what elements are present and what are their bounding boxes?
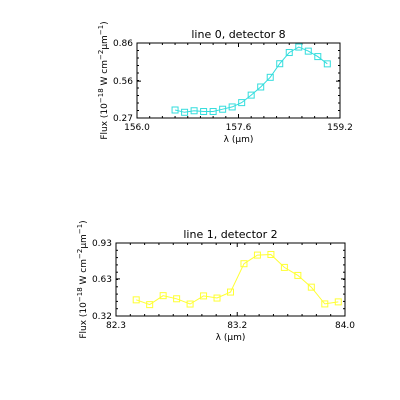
data-point xyxy=(173,295,181,303)
y-label-part: Flux (10 xyxy=(79,302,89,339)
y-label-superscript: −18 xyxy=(97,88,105,103)
data-point xyxy=(267,250,275,258)
y-label-superscript: −2 xyxy=(97,50,105,60)
x-axis-label: λ (μm) xyxy=(216,333,246,343)
x-tick-label: 159.2 xyxy=(327,123,353,133)
y-tick-label: 0.27 xyxy=(113,114,133,124)
data-point xyxy=(186,300,194,308)
data-point xyxy=(209,108,217,116)
x-tick-label: 157.6 xyxy=(226,123,252,133)
data-point xyxy=(334,298,342,306)
data-point xyxy=(213,294,221,302)
data-point xyxy=(253,251,261,259)
data-point xyxy=(219,105,227,113)
y-label-part: W cm xyxy=(100,60,110,88)
y-label-part: Flux (10 xyxy=(100,103,110,140)
y-label-superscript: −2 xyxy=(76,249,84,259)
data-point xyxy=(266,73,274,81)
chart-panel-0: line 0, detector 8 156.0 157.6 159.2 0.27 0.5… xyxy=(97,21,353,145)
data-point xyxy=(257,83,265,91)
x-tick-label: 84.0 xyxy=(335,321,355,331)
y-tick-label: 0.56 xyxy=(113,77,133,87)
y-label-superscript: −1 xyxy=(97,25,105,35)
data-point xyxy=(247,91,255,99)
data-point xyxy=(132,296,140,304)
x-tick-label: 82.3 xyxy=(106,321,126,331)
data-point xyxy=(285,49,293,57)
y-axis-label: Flux (10−18 W cm−2μm−1) xyxy=(76,220,89,338)
data-point xyxy=(323,60,331,68)
y-label-part: ) xyxy=(100,21,110,25)
data-point xyxy=(321,300,329,308)
data-point xyxy=(181,108,189,116)
data-point xyxy=(314,53,322,61)
y-label-superscript: −18 xyxy=(76,287,84,302)
data-point xyxy=(227,288,234,296)
y-label-part: μm xyxy=(79,234,89,249)
data-point xyxy=(295,43,303,51)
chart-panel-1: line 1, detector 2 82.3 83.2 84.0 0.32 0.63 0.… xyxy=(76,220,355,343)
data-point xyxy=(190,107,198,115)
chart-title: line 1, detector 2 xyxy=(183,228,277,241)
y-label-part: μm xyxy=(100,35,110,50)
data-point xyxy=(240,260,248,268)
y-axis-label: Flux (10−18 W cm−2μm−1) xyxy=(97,21,110,139)
data-point xyxy=(280,263,288,271)
y-label-part: ) xyxy=(79,220,89,224)
data-point xyxy=(200,292,208,300)
data-point xyxy=(159,292,167,300)
data-point xyxy=(238,99,246,107)
data-point xyxy=(294,271,302,279)
series-line xyxy=(136,253,339,306)
x-tick-label: 156.0 xyxy=(124,123,150,133)
chart-title: line 0, detector 8 xyxy=(191,28,285,41)
y-label-superscript: −1 xyxy=(76,224,84,234)
y-tick-label: 0.93 xyxy=(92,239,112,249)
data-point xyxy=(228,103,236,111)
data-point xyxy=(171,106,179,114)
x-axis-label: λ (μm) xyxy=(224,135,254,145)
data-point xyxy=(304,47,312,55)
data-point xyxy=(200,108,208,116)
y-label-part: W cm xyxy=(79,259,89,287)
y-tick-label: 0.86 xyxy=(113,39,133,49)
x-tick-label: 83.2 xyxy=(227,321,247,331)
y-tick-label: 0.32 xyxy=(92,312,112,322)
data-point xyxy=(276,60,284,68)
data-point xyxy=(146,301,154,309)
data-point xyxy=(307,283,315,291)
y-tick-label: 0.63 xyxy=(92,275,112,285)
